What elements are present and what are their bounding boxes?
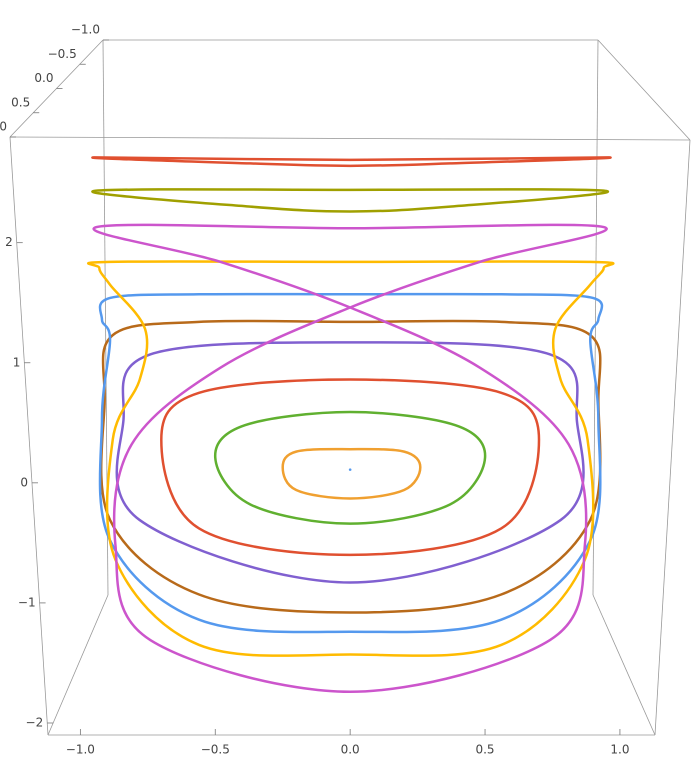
curve [91,156,612,168]
curve [160,378,541,557]
curve [92,223,608,694]
x-tick-label: −1.0 [66,743,95,757]
x-tick-label: 0.5 [475,743,494,757]
y-tick-label: 0 [20,475,28,489]
curve [281,447,422,500]
curve [99,319,602,614]
point [348,468,352,471]
z-tick-label: 0.5 [11,95,30,109]
z-tick-label: −0.5 [48,47,77,61]
z-tick-label: 1.0 [0,120,7,134]
y-tick-label: 1 [13,355,21,369]
curve [91,188,610,213]
y-tick-label: −1 [18,595,36,609]
x-tick-label: 1.0 [610,743,629,757]
curve [87,260,615,657]
bounding-box [9,39,691,736]
x-tick-label: −0.5 [201,743,230,757]
y-tick-label: 2 [5,235,13,249]
z-tick-label: 0.0 [34,71,53,85]
z-tick-label: −1.0 [71,23,100,37]
y-tick-label: −2 [26,715,44,729]
curve [214,410,487,525]
x-tick-label: 0.0 [341,743,360,757]
curve [115,341,585,584]
